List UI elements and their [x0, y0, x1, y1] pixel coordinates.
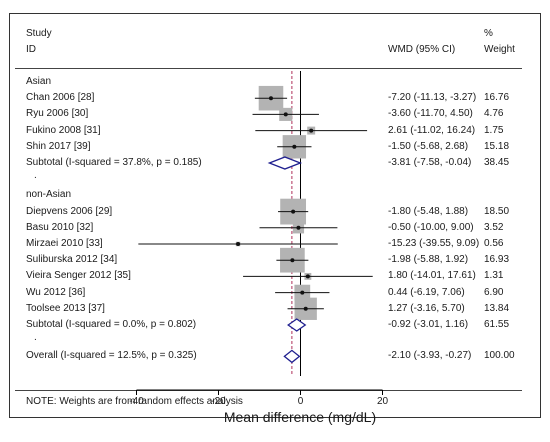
- study-label-0-3: Shin 2017 [39]: [26, 140, 91, 152]
- study-ci-text-0-1: -3.60 (-11.70, 4.50): [388, 108, 473, 120]
- study-ci-text-1-0: -1.80 (-5.48, 1.88): [388, 205, 469, 217]
- group-label-1: non-Asian: [26, 189, 72, 201]
- study-weight-text-1-0: 18.50: [484, 205, 510, 217]
- study-label-1-2: Mirzaei 2010 [33]: [26, 238, 103, 249]
- study-point-0-3: [292, 144, 297, 149]
- study-point-1-3: [290, 258, 295, 263]
- study-label-1-0: Diepvens 2006 [29]: [26, 205, 113, 217]
- study-ci-text-1-5: 0.44 (-6.19, 7.06): [388, 286, 465, 298]
- header-percent: %: [484, 28, 493, 39]
- header-rule: [15, 68, 522, 69]
- study-weight-text-0-0: 16.76: [484, 92, 510, 104]
- x-tick-label-1: -20: [211, 396, 226, 407]
- study-label-1-6: Toolsee 2013 [37]: [26, 302, 105, 314]
- study-label-1-3: Suliburska 2012 [34]: [26, 254, 118, 266]
- study-weight-text-1-3: 16.93: [484, 254, 510, 266]
- study-point-1-5: [300, 290, 305, 295]
- study-weight-text-0-3: 15.18: [484, 140, 510, 152]
- subtotal-weight-text-1: 61.55: [484, 319, 510, 330]
- study-point-1-0: [291, 209, 296, 214]
- study-weight-text-1-5: 6.90: [484, 286, 504, 298]
- header-id: ID: [26, 44, 36, 55]
- footnote: NOTE: Weights are from random effects an…: [26, 396, 243, 407]
- separator-dot-1: .: [34, 332, 37, 344]
- study-ci-text-1-2: -15.23 (-39.55, 9.09): [388, 238, 480, 249]
- overall-ci-text: -2.10 (-3.93, -0.27): [388, 350, 472, 362]
- study-weight-text-0-2: 1.75: [484, 124, 504, 136]
- header-wmd: WMD (95% CI): [388, 44, 456, 55]
- study-label-1-5: Wu 2012 [36]: [26, 286, 86, 298]
- study-ci-text-1-1: -0.50 (-10.00, 9.00): [388, 221, 474, 233]
- separator-dot-0: .: [34, 170, 37, 182]
- study-ci-text-0-3: -1.50 (-5.68, 2.68): [388, 140, 469, 152]
- study-ci-text-0-0: -7.20 (-11.13, -3.27): [388, 92, 477, 104]
- study-weight-text-1-2: 0.56: [484, 238, 504, 249]
- subtotal-diamond-1: [287, 318, 307, 332]
- study-point-0-0: [268, 96, 273, 101]
- study-point-1-4: [305, 274, 310, 279]
- study-label-1-1: Basu 2010 [32]: [26, 221, 94, 233]
- forest-plot-panel: [9, 13, 541, 418]
- subtotal-ci-text-1: -0.92 (-3.01, 1.16): [388, 319, 469, 330]
- study-ci-text-0-2: 2.61 (-11.02, 16.24): [388, 124, 476, 136]
- subtotal-diamond-0: [267, 156, 303, 170]
- subtotal-label-0: Subtotal (I-squared = 37.8%, p = 0.185): [26, 157, 202, 168]
- study-weight-text-1-4: 1.31: [484, 270, 504, 282]
- study-label-0-2: Fukino 2008 [31]: [26, 124, 101, 136]
- study-ci-text-1-3: -1.98 (-5.88, 1.92): [388, 254, 469, 266]
- study-point-0-2: [309, 128, 314, 133]
- study-point-0-1: [283, 112, 288, 117]
- study-label-0-0: Chan 2006 [28]: [26, 92, 95, 104]
- header-study: Study: [26, 28, 52, 39]
- group-label-0: Asian: [26, 76, 52, 87]
- subtotal-label-1: Subtotal (I-squared = 0.0%, p = 0.802): [26, 319, 197, 330]
- x-axis-title: Mean difference (mg/dL): [223, 409, 377, 425]
- study-label-1-4: Vieira Senger 2012 [35]: [26, 270, 131, 282]
- overall-label: Overall (I-squared = 12.5%, p = 0.325): [26, 350, 197, 362]
- subtotal-weight-text-0: 38.45: [484, 157, 510, 168]
- study-point-1-6: [303, 306, 308, 311]
- study-point-1-1: [296, 225, 301, 230]
- overall-diamond: [283, 349, 301, 364]
- x-tick-label-3: 20: [376, 396, 389, 407]
- subtotal-ci-text-0: -3.81 (-7.58, -0.04): [388, 157, 472, 168]
- x-tick-label-0: -40: [129, 396, 144, 407]
- study-ci-text-1-4: 1.80 (-14.01, 17.61): [388, 270, 476, 282]
- header-weight: Weight: [484, 44, 515, 55]
- study-point-1-2: [236, 242, 241, 246]
- study-ci-text-1-6: 1.27 (-3.16, 5.70): [388, 302, 465, 314]
- overall-weight-text: 100.00: [484, 350, 515, 362]
- study-weight-text-1-1: 3.52: [484, 221, 504, 233]
- study-weight-text-1-6: 13.84: [484, 302, 510, 314]
- study-weight-text-0-1: 4.76: [484, 108, 504, 120]
- study-label-0-1: Ryu 2006 [30]: [26, 108, 89, 120]
- x-tick-label-2: 0: [297, 396, 304, 407]
